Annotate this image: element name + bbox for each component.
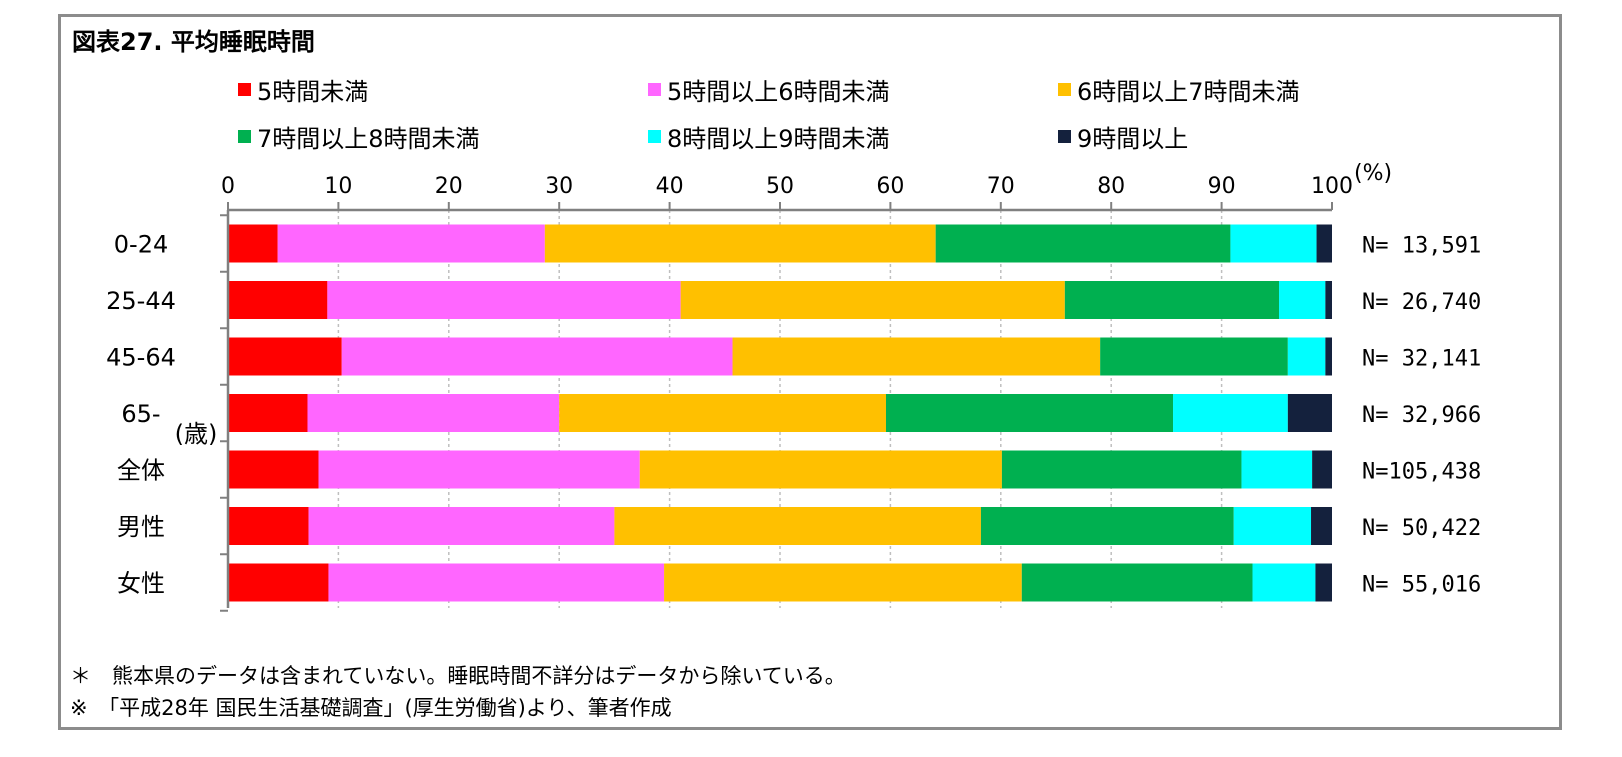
bar-segment	[277, 224, 545, 263]
bar-segment	[228, 281, 328, 319]
category-label: 女性	[117, 570, 165, 598]
sample-size-label: N= 32,966	[1362, 403, 1481, 428]
bar-segment	[1021, 563, 1253, 602]
bar-segment	[228, 563, 329, 602]
category-label: 全体	[117, 457, 165, 485]
bar-segment	[680, 281, 1065, 319]
bar-segment	[1325, 281, 1332, 319]
bar-segment	[1001, 450, 1242, 489]
x-tick-label: 30	[545, 174, 573, 199]
bar-segment	[328, 563, 665, 602]
x-tick-label: 60	[876, 174, 904, 199]
bar-segment	[935, 224, 1231, 263]
bar-segment	[1325, 337, 1332, 376]
x-tick-label: 10	[324, 174, 352, 199]
bar-segment	[639, 450, 1002, 489]
chart-title: 図表27. 平均睡眠時間	[72, 28, 315, 56]
sample-size-label: N= 55,016	[1362, 573, 1481, 598]
bar-segment	[1287, 394, 1332, 432]
legend-label: 7時間以上8時間未満	[257, 124, 480, 153]
category-label: 45-64	[106, 344, 176, 372]
bar-segment	[308, 507, 615, 545]
category-unit-label: (歳)	[175, 420, 218, 448]
bar-segment	[1173, 394, 1288, 432]
x-tick-label: 70	[987, 174, 1015, 199]
x-tick-label: 90	[1208, 174, 1236, 199]
x-unit-label: (%)	[1354, 161, 1392, 186]
legend-swatch	[238, 129, 251, 143]
category-label: 男性	[117, 513, 165, 541]
legend-item: 9時間以上	[1058, 121, 1189, 153]
legend-item: 5時間以上6時間未満	[648, 74, 890, 106]
bar-segment	[228, 224, 278, 263]
bar-segment	[341, 337, 733, 376]
legend-item: 5時間未満	[238, 74, 369, 106]
bar-segment	[228, 507, 309, 545]
bar-segment	[1287, 337, 1326, 376]
x-tick-label: 100	[1311, 174, 1353, 199]
footnote-1: ＊ 熊本県のデータは含まれていない。睡眠時間不詳分はデータから除いている。	[70, 664, 846, 688]
bar-segment	[980, 507, 1234, 545]
chart-frame	[58, 14, 1562, 730]
bar-segment	[1311, 507, 1332, 545]
legend-swatch	[238, 82, 251, 96]
x-tick-label: 0	[221, 174, 235, 199]
bar-segment	[732, 337, 1101, 376]
legend-label: 9時間以上	[1077, 124, 1189, 153]
legend-item: 6時間以上7時間未満	[1058, 74, 1300, 106]
bar-segment	[1064, 281, 1280, 319]
sample-size-label: N= 13,591	[1362, 234, 1481, 259]
legend-swatch	[1058, 82, 1071, 96]
bar-segment	[1312, 450, 1332, 489]
bar-segment	[318, 450, 640, 489]
bar-segment	[1100, 337, 1288, 376]
bar-segment	[1316, 224, 1332, 263]
sample-size-label: N= 32,141	[1362, 347, 1481, 372]
legend-swatch	[1058, 129, 1071, 143]
bar-segment	[228, 337, 342, 376]
legend-item: 7時間以上8時間未満	[238, 121, 480, 153]
bar-segment	[559, 394, 886, 432]
footnote-2: ※ 「平成28年 国民生活基礎調査」(厚生労働省)より、筆者作成	[70, 696, 672, 720]
x-tick-label: 20	[435, 174, 463, 199]
bar-segment	[1252, 563, 1316, 602]
legend-label: 5時間以上6時間未満	[667, 77, 890, 106]
bar-segment	[885, 394, 1174, 432]
legend-label: 5時間未満	[257, 77, 369, 106]
x-tick-label: 40	[656, 174, 684, 199]
bar-segment	[544, 224, 936, 263]
bar-segment	[1241, 450, 1313, 489]
legend-swatch	[648, 82, 661, 96]
x-tick-label: 50	[766, 174, 794, 199]
bar-segment	[228, 450, 319, 489]
legend-swatch	[648, 129, 661, 143]
bar-segment	[614, 507, 981, 545]
legend-item: 8時間以上9時間未満	[648, 121, 890, 153]
category-label: 0-24	[114, 231, 168, 259]
category-label: 25-44	[106, 287, 176, 315]
bar-segment	[228, 394, 308, 432]
bar-segment	[1279, 281, 1326, 319]
bar-segment	[1230, 224, 1317, 263]
legend-label: 8時間以上9時間未満	[667, 124, 890, 153]
legend-label: 6時間以上7時間未満	[1077, 77, 1300, 106]
bar-segment	[1315, 563, 1332, 602]
bar-segment	[1233, 507, 1312, 545]
bar-segment	[307, 394, 560, 432]
x-tick-label: 80	[1097, 174, 1125, 199]
bar-segment	[664, 563, 1022, 602]
category-label: 65-	[121, 400, 160, 428]
sample-size-label: N= 26,740	[1362, 290, 1481, 315]
sample-size-label: N=105,438	[1362, 460, 1481, 485]
bar-segment	[327, 281, 681, 319]
sample-size-label: N= 50,422	[1362, 516, 1481, 541]
